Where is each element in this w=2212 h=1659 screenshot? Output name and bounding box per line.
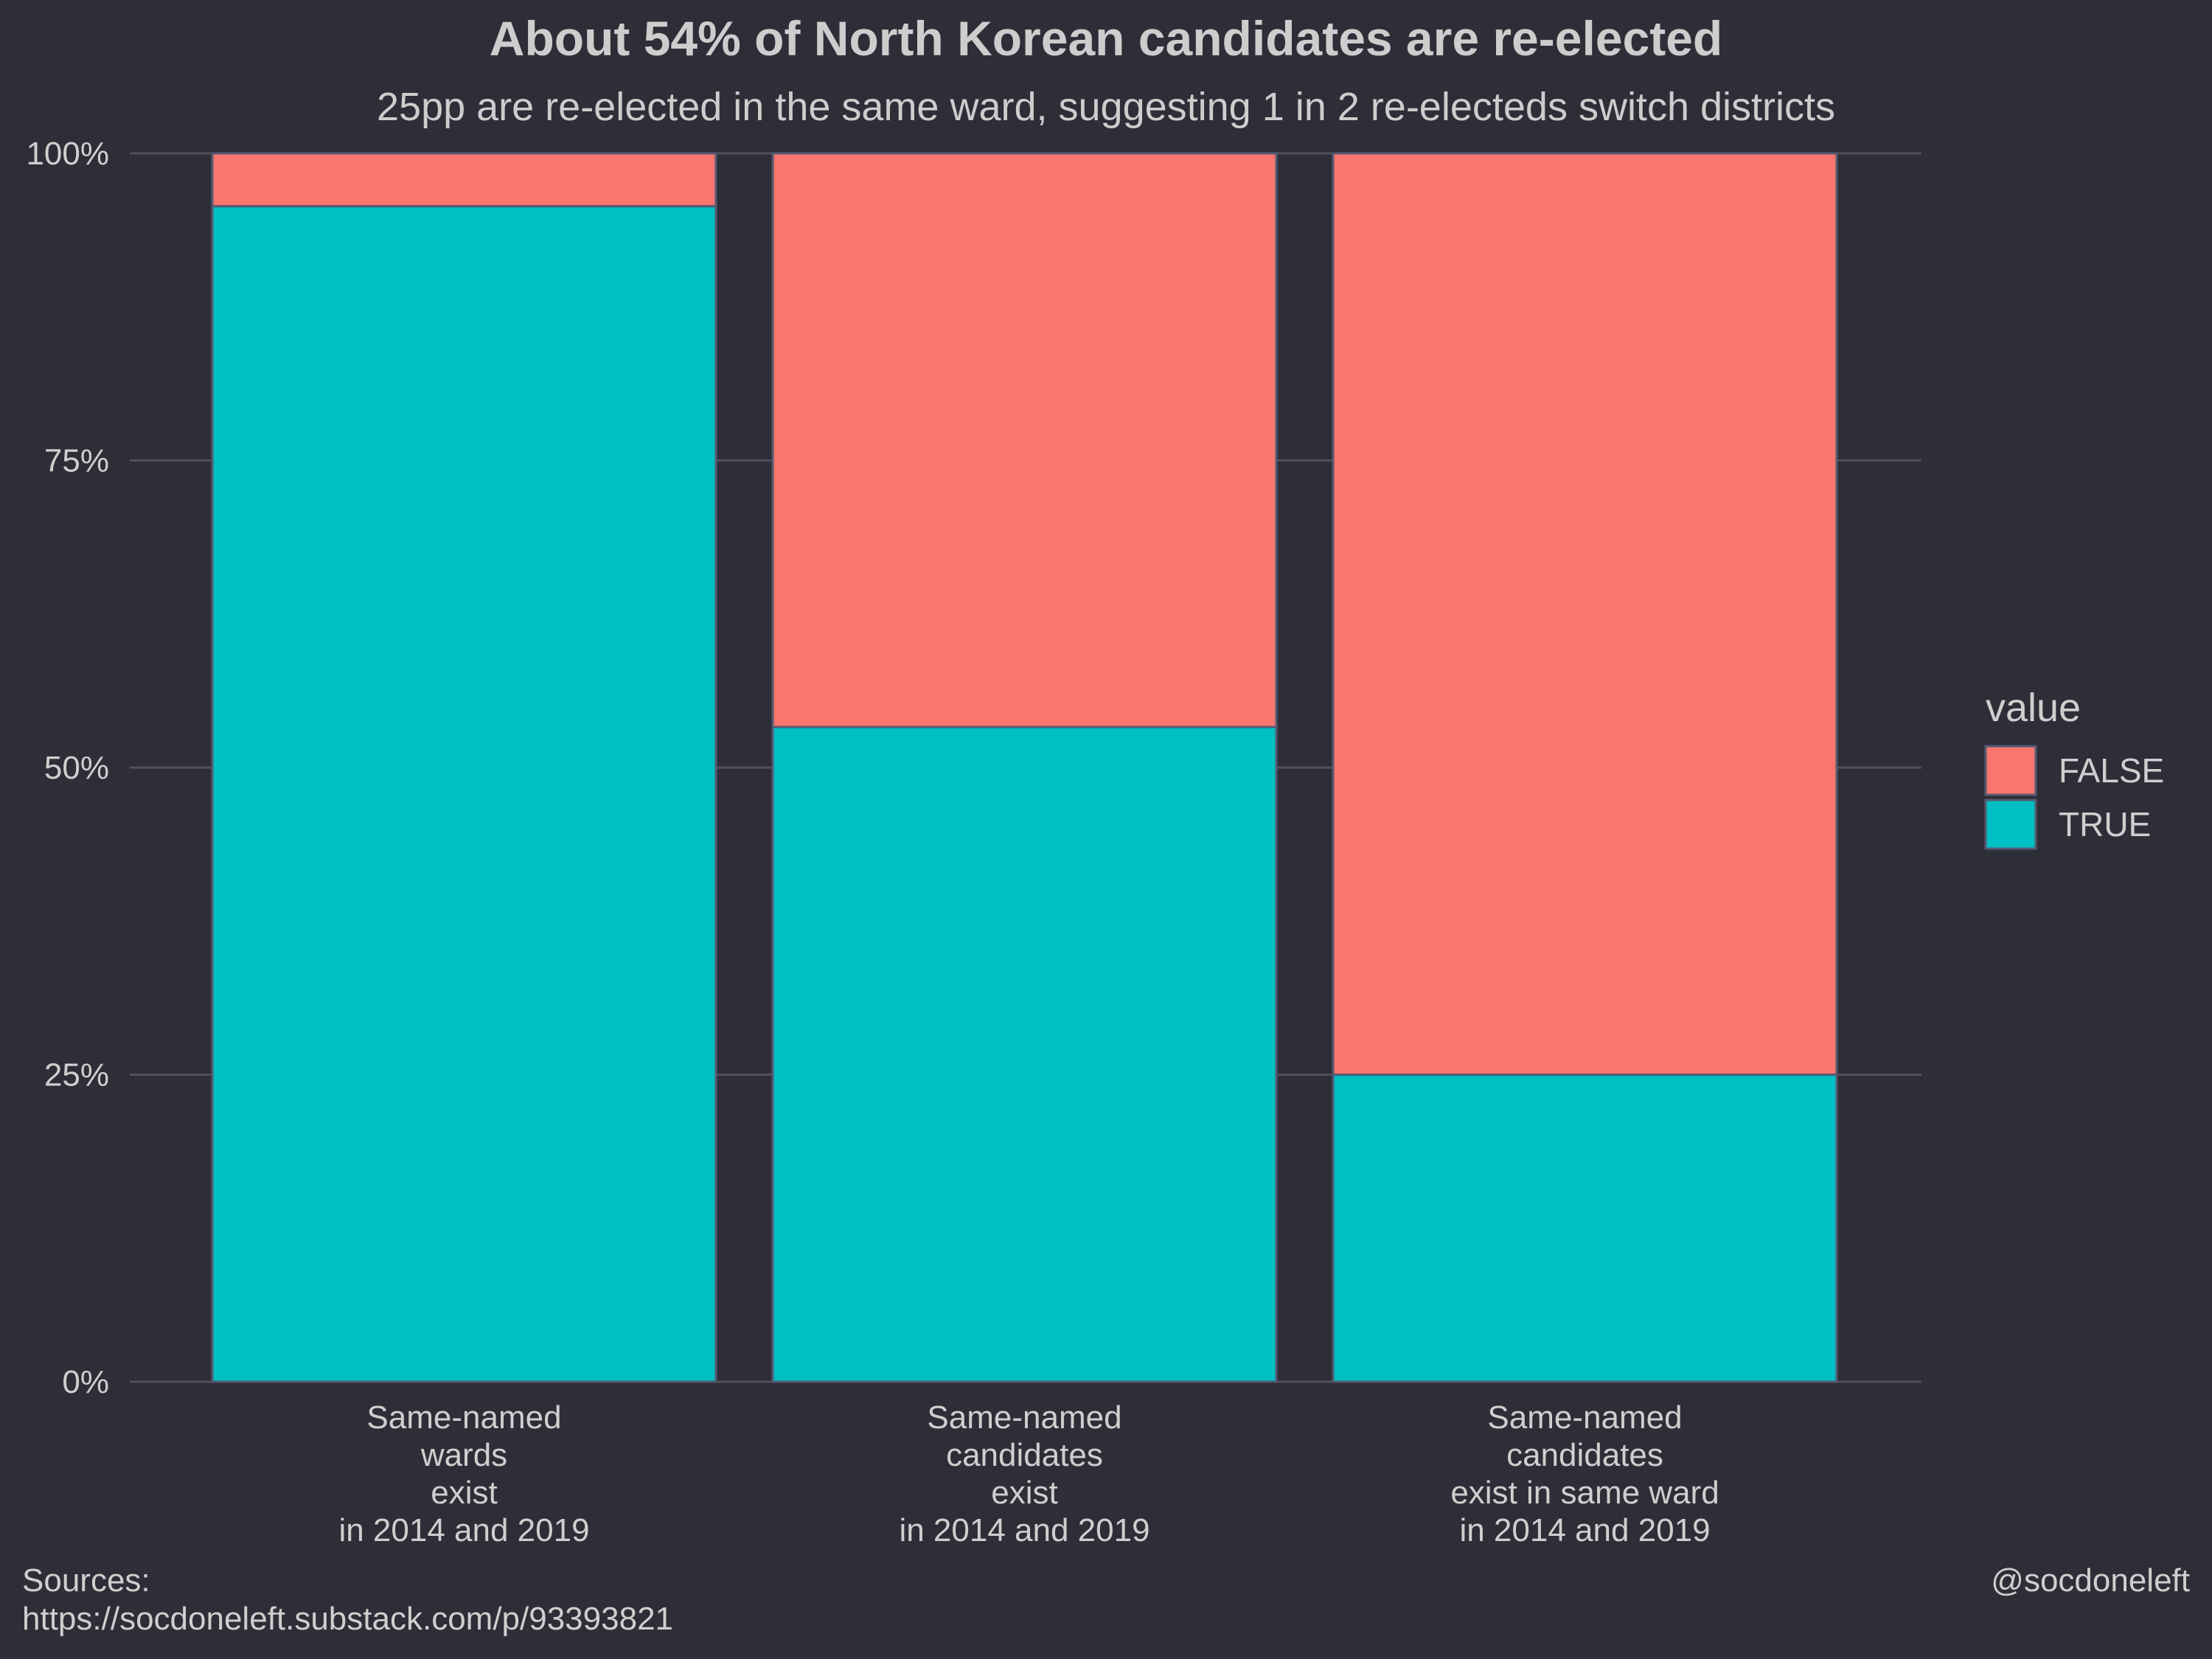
chart-title: About 54% of North Korean candidates are… — [490, 11, 1722, 66]
y-tick-label: 50% — [44, 750, 109, 786]
bar-segment-true — [1332, 1074, 1838, 1383]
legend-entries: FALSE TRUE — [1984, 745, 2164, 850]
y-tick-label: 25% — [44, 1057, 109, 1093]
legend-label-false: FALSE — [2059, 751, 2164, 790]
x-tick-label: Same-named candidates exist in 2014 and 201… — [899, 1399, 1150, 1548]
bars — [211, 152, 1838, 1383]
y-axis-tick-labels: 0% 25% 50% 75% 100% — [26, 136, 109, 1400]
bar-segment-true — [211, 205, 717, 1383]
x-tick-label: Same-named wards exist in 2014 and 2019 — [338, 1399, 589, 1548]
legend-swatch-false — [1984, 745, 2037, 796]
bar-segment-false — [1332, 152, 1838, 1076]
author-handle: @socdoneleft — [1991, 1562, 2190, 1599]
legend-swatch-true — [1984, 799, 2037, 850]
x-tick-label: Same-named candidates exist in same ward in… — [1450, 1399, 1719, 1548]
legend-label-true: TRUE — [2059, 805, 2151, 844]
sources-label: Sources: — [22, 1562, 150, 1599]
bar-segment-false — [211, 152, 717, 208]
y-tick-label: 75% — [44, 443, 109, 479]
bar-segment-true — [771, 726, 1278, 1383]
chart-subtitle: 25pp are re-elected in the same ward, su… — [377, 85, 1835, 129]
x-axis-tick-labels: Same-named wards exist in 2014 and 2019 Same… — [338, 1399, 1719, 1548]
legend: value FALSE TRUE — [1984, 686, 2164, 850]
y-tick-label: 100% — [26, 136, 109, 172]
y-tick-label: 0% — [62, 1364, 109, 1400]
sources-url[interactable]: https://socdoneleft.substack.com/p/93393… — [22, 1601, 673, 1637]
legend-title: value — [1986, 686, 2081, 730]
bar-segment-false — [771, 152, 1278, 728]
